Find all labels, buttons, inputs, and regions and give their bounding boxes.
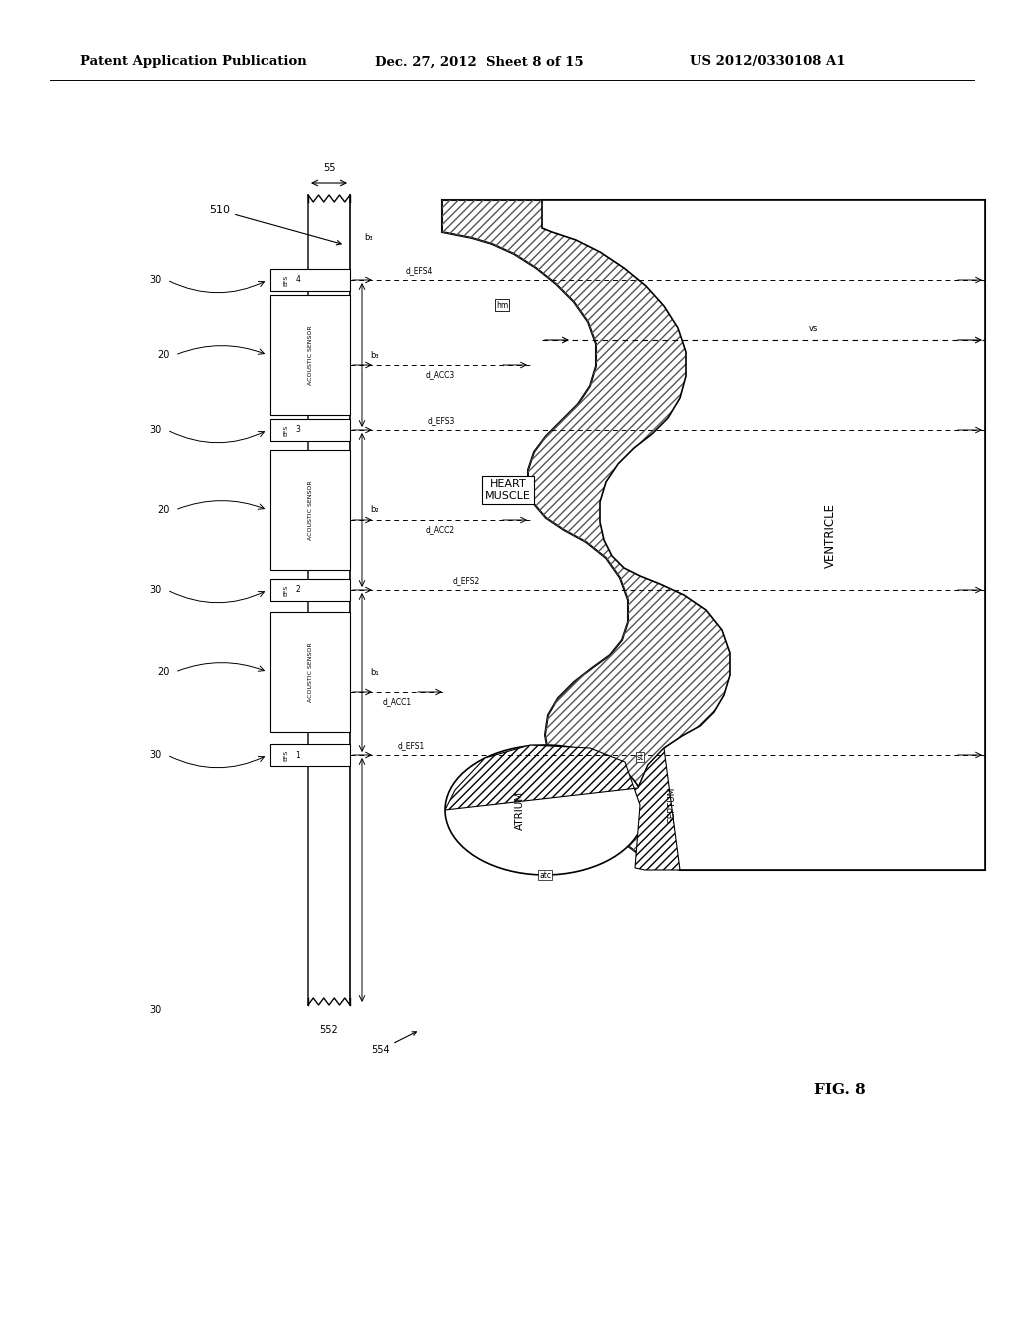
Text: b₃: b₃ (370, 351, 379, 359)
Text: vs: vs (809, 323, 818, 333)
Text: Dec. 27, 2012  Sheet 8 of 15: Dec. 27, 2012 Sheet 8 of 15 (375, 55, 584, 69)
Text: 30: 30 (148, 585, 161, 595)
Text: 554: 554 (371, 1032, 417, 1055)
Text: hm: hm (496, 301, 508, 309)
Text: 2: 2 (296, 586, 300, 594)
Text: st: st (637, 752, 643, 762)
Text: 30: 30 (148, 425, 161, 436)
Text: ACOUSTIC SENSOR: ACOUSTIC SENSOR (307, 643, 312, 702)
Polygon shape (442, 201, 985, 870)
Text: atc: atc (539, 870, 551, 879)
Text: d_ACC3: d_ACC3 (425, 370, 455, 379)
Text: HEART
MUSCLE: HEART MUSCLE (485, 479, 530, 500)
Text: 30: 30 (148, 275, 161, 285)
Text: b₂: b₂ (370, 506, 379, 515)
Polygon shape (445, 744, 680, 870)
Text: EFS: EFS (284, 585, 289, 595)
Text: SEPTUM: SEPTUM (668, 787, 677, 824)
Polygon shape (445, 744, 645, 875)
Text: d_ACC1: d_ACC1 (383, 697, 412, 706)
Bar (270, 579, 350, 601)
Text: 20: 20 (157, 350, 169, 360)
Bar (270, 269, 350, 290)
Text: 4: 4 (296, 276, 300, 285)
Text: ACOUSTIC SENSOR: ACOUSTIC SENSOR (307, 325, 312, 385)
Text: US 2012/0330108 A1: US 2012/0330108 A1 (690, 55, 846, 69)
Bar (270, 418, 350, 441)
Text: EFS: EFS (284, 275, 289, 285)
Text: 20: 20 (157, 667, 169, 677)
Bar (270, 744, 350, 766)
Bar (270, 612, 350, 733)
Text: d_EFS3: d_EFS3 (427, 416, 455, 425)
Text: Patent Application Publication: Patent Application Publication (80, 55, 307, 69)
Text: EFS: EFS (284, 750, 289, 760)
Text: b₁: b₁ (370, 668, 379, 677)
Text: ATRIUM: ATRIUM (515, 791, 525, 829)
Text: 20: 20 (157, 506, 169, 515)
Bar (270, 450, 350, 570)
Text: d_EFS2: d_EFS2 (453, 576, 479, 585)
Polygon shape (542, 201, 985, 870)
Text: d_EFS4: d_EFS4 (406, 267, 433, 275)
Text: ACOUSTIC SENSOR: ACOUSTIC SENSOR (307, 480, 312, 540)
Text: 1: 1 (296, 751, 300, 759)
Text: b₃: b₃ (364, 234, 373, 242)
Text: d_ACC2: d_ACC2 (425, 525, 455, 535)
Text: d_EFS1: d_EFS1 (397, 741, 425, 750)
Text: 552: 552 (319, 1026, 338, 1035)
Text: EFS: EFS (284, 424, 289, 436)
Text: 30: 30 (148, 1005, 161, 1015)
Text: 30: 30 (148, 750, 161, 760)
Bar (270, 294, 350, 414)
Text: 55: 55 (323, 162, 335, 173)
Text: VENTRICLE: VENTRICLE (823, 503, 837, 568)
Text: 3: 3 (296, 425, 300, 434)
Text: 510: 510 (209, 205, 341, 246)
Text: FIG. 8: FIG. 8 (814, 1082, 866, 1097)
